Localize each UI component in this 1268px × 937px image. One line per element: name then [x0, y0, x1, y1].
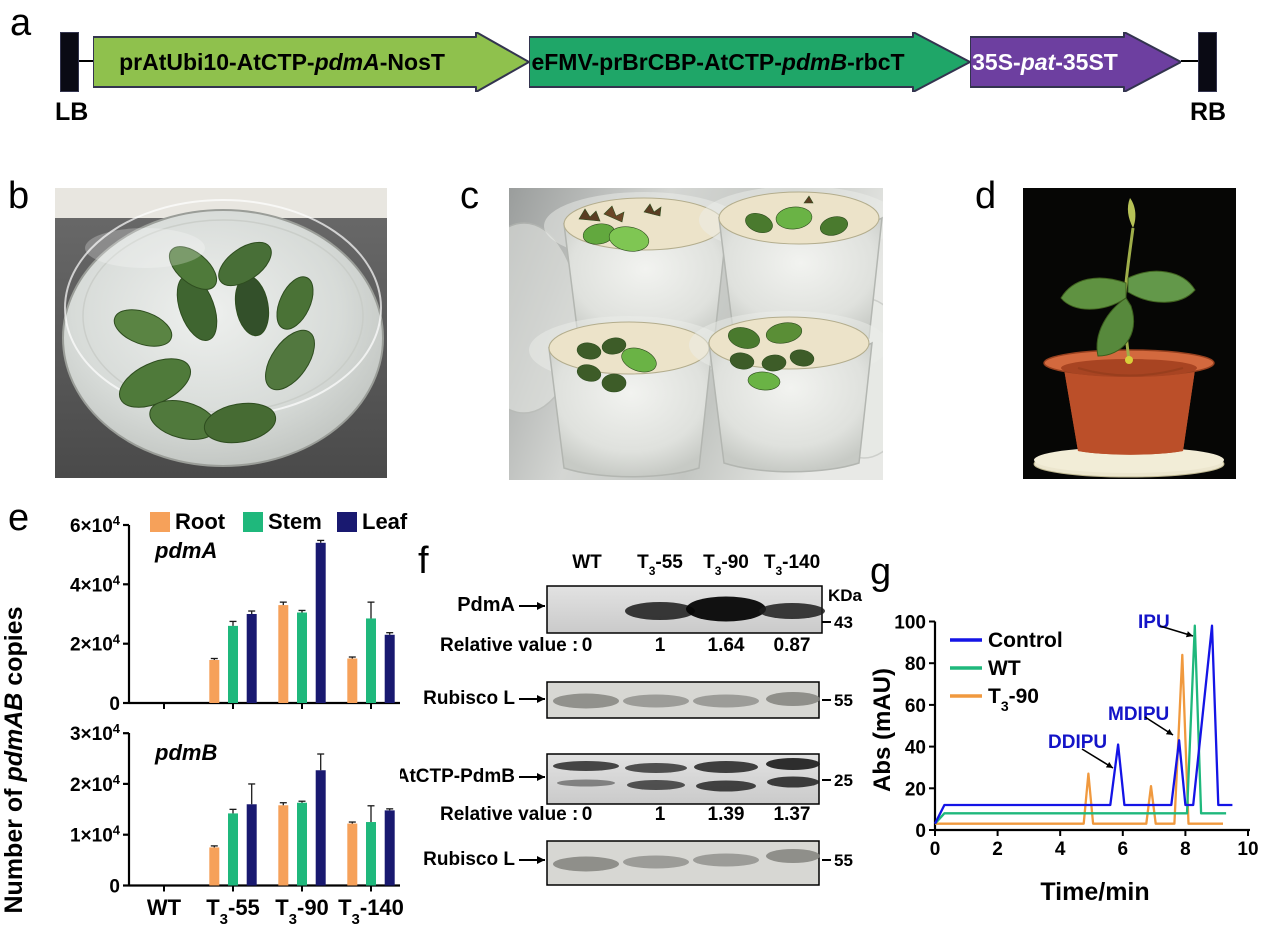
svg-text:40: 40	[905, 738, 926, 759]
svg-text:4×104: 4×104	[70, 572, 121, 597]
svg-text:AtCTP-PdmB: AtCTP-PdmB	[400, 766, 515, 787]
svg-text:6×104: 6×104	[70, 513, 121, 538]
svg-text:Number of pdmAB copies: Number of pdmAB copies	[0, 607, 28, 914]
svg-text:0: 0	[582, 804, 593, 825]
svg-text:MDIPU: MDIPU	[1108, 704, 1169, 725]
svg-text:pdmA: pdmA	[154, 538, 217, 563]
svg-text:8: 8	[1180, 839, 1191, 860]
svg-text:Relative value :: Relative value :	[440, 635, 578, 656]
svg-text:55: 55	[834, 851, 853, 870]
svg-text:0: 0	[582, 635, 593, 656]
svg-text:6: 6	[1118, 839, 1129, 860]
svg-text:0: 0	[109, 877, 120, 898]
svg-text:T3-90: T3-90	[988, 685, 1039, 714]
svg-text:1.37: 1.37	[774, 804, 811, 825]
svg-text:Rubisco L: Rubisco L	[423, 688, 515, 709]
svg-text:Stem: Stem	[268, 509, 322, 534]
svg-text:Relative value :: Relative value :	[440, 804, 578, 825]
svg-text:10: 10	[1237, 839, 1258, 860]
svg-text:4: 4	[1055, 839, 1066, 860]
svg-text:T3-55: T3-55	[206, 895, 260, 928]
svg-text:Control: Control	[988, 629, 1063, 652]
svg-text:WT: WT	[147, 895, 182, 920]
svg-text:20: 20	[905, 779, 926, 800]
svg-text:1: 1	[655, 635, 666, 656]
svg-text:80: 80	[905, 654, 926, 675]
svg-text:0: 0	[109, 694, 120, 715]
svg-text:0: 0	[915, 821, 926, 842]
svg-text:Rubisco L: Rubisco L	[423, 849, 515, 870]
svg-text:WT: WT	[988, 657, 1021, 680]
svg-text:0: 0	[930, 839, 941, 860]
svg-text:PdmA: PdmA	[457, 594, 515, 616]
svg-text:T3-140: T3-140	[764, 552, 820, 578]
svg-text:1.39: 1.39	[708, 804, 745, 825]
svg-text:25: 25	[834, 771, 853, 790]
svg-text:3×104: 3×104	[70, 721, 121, 746]
svg-text:2×104: 2×104	[70, 771, 121, 796]
svg-text:Root: Root	[175, 509, 226, 534]
svg-text:55: 55	[834, 691, 853, 710]
svg-text:T3-90: T3-90	[703, 552, 749, 578]
svg-text:IPU: IPU	[1138, 612, 1170, 633]
svg-text:KDa: KDa	[828, 586, 863, 605]
svg-text:0.87: 0.87	[774, 635, 811, 656]
svg-text:DDIPU: DDIPU	[1048, 732, 1107, 753]
svg-text:pdmB: pdmB	[154, 740, 217, 765]
svg-text:WT: WT	[572, 552, 602, 573]
svg-text:Time/min: Time/min	[1040, 878, 1149, 906]
svg-text:2×104: 2×104	[70, 631, 121, 656]
svg-text:43: 43	[834, 613, 853, 632]
svg-text:100: 100	[894, 613, 926, 634]
svg-text:T3-55: T3-55	[637, 552, 683, 578]
svg-text:T3-140: T3-140	[338, 895, 404, 928]
svg-text:Abs (mAU): Abs (mAU)	[869, 668, 896, 792]
svg-text:60: 60	[905, 696, 926, 717]
svg-text:T3-90: T3-90	[275, 895, 329, 928]
svg-text:2: 2	[992, 839, 1003, 860]
svg-text:1: 1	[655, 804, 666, 825]
svg-text:1×104: 1×104	[70, 822, 121, 847]
svg-text:1.64: 1.64	[708, 635, 745, 656]
